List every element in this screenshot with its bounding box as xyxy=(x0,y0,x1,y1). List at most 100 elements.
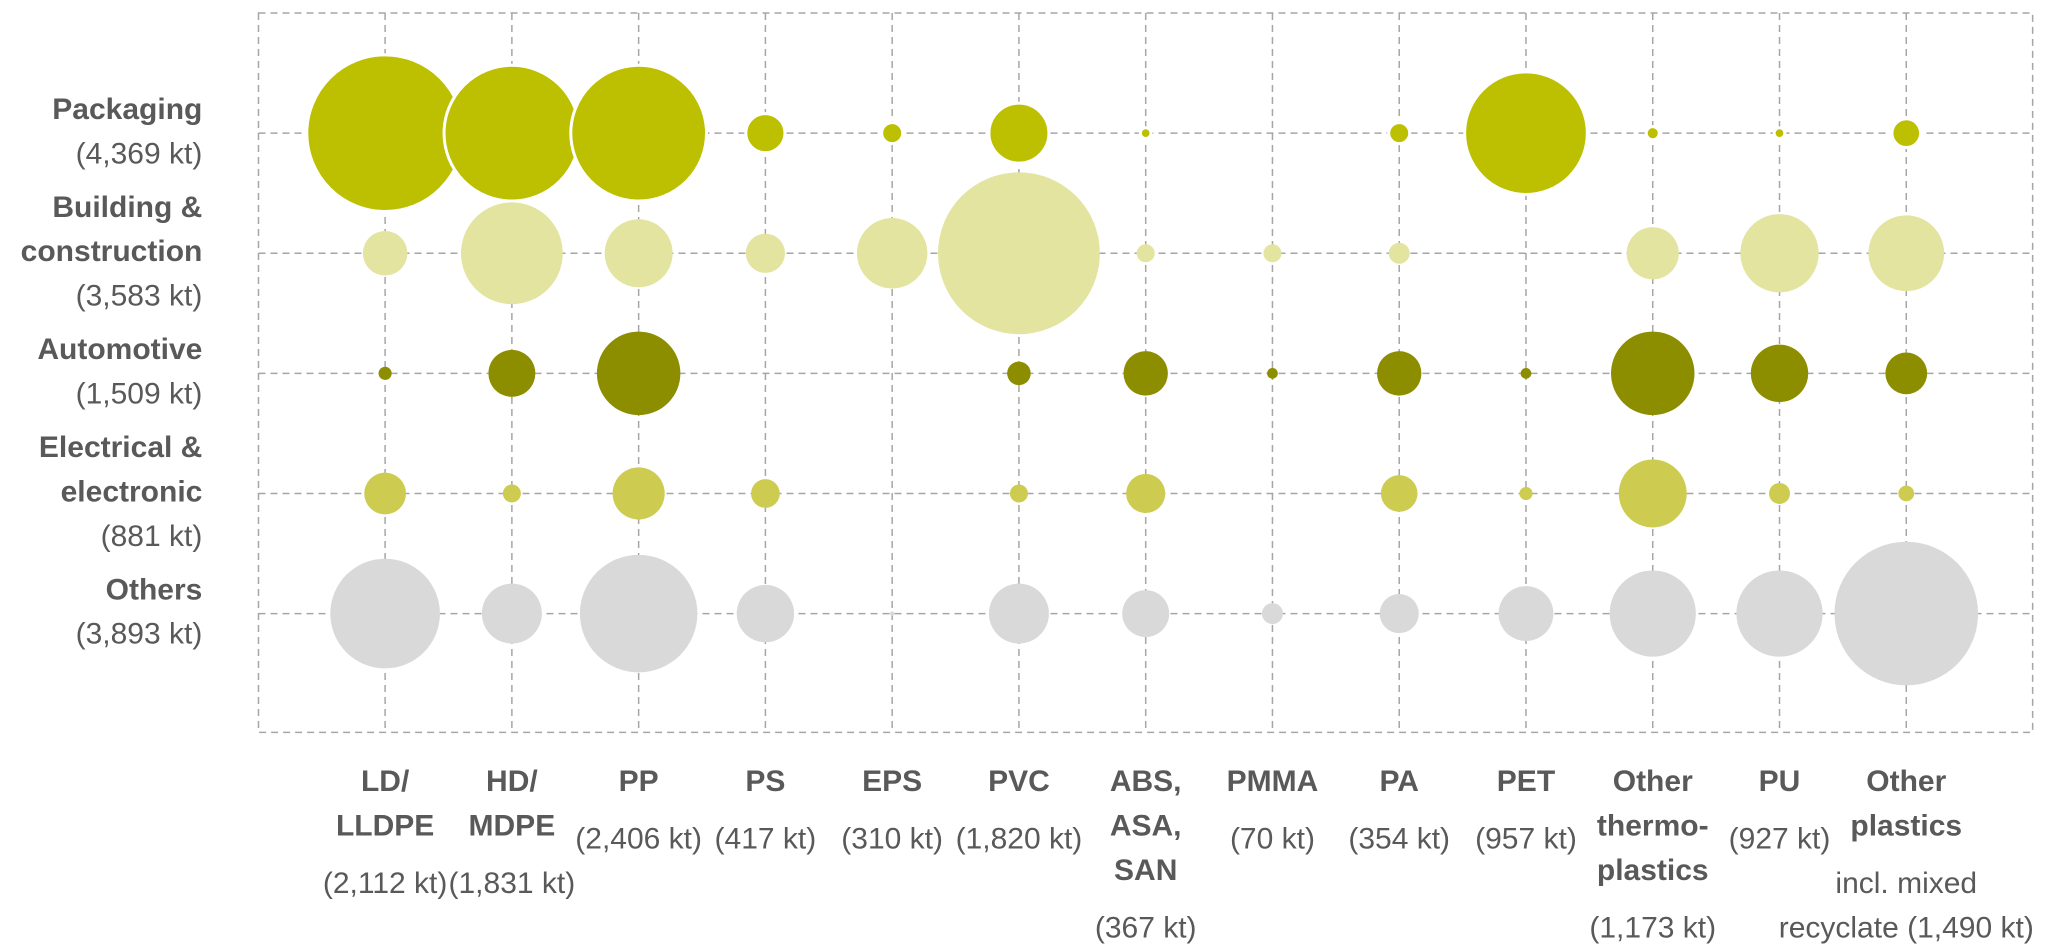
column-label: PET xyxy=(1497,765,1555,798)
bubble xyxy=(1519,486,1533,501)
row-label: Building & xyxy=(52,191,202,224)
column-label: ASA, xyxy=(1110,810,1182,843)
column-label: PS xyxy=(745,765,785,798)
bubble xyxy=(481,583,542,644)
bubble xyxy=(1610,331,1695,416)
bubble xyxy=(442,63,582,203)
column-note: (1,173 kt) xyxy=(1589,911,1716,944)
bubble xyxy=(1463,70,1589,197)
bubble xyxy=(744,112,787,155)
bubble xyxy=(1740,214,1819,293)
bubble xyxy=(1007,361,1031,386)
row-label: Electrical & xyxy=(39,431,202,464)
column-label: HD/ xyxy=(486,765,538,798)
column-label: Other xyxy=(1866,765,1946,798)
column-note: (70 kt) xyxy=(1230,823,1315,856)
column-label: PMMA xyxy=(1227,765,1319,798)
bubble xyxy=(988,583,1049,644)
bubble xyxy=(1520,368,1532,379)
bubble xyxy=(1898,485,1915,502)
bubble xyxy=(569,63,709,203)
bubble xyxy=(1618,459,1687,528)
bubble xyxy=(1009,484,1028,503)
bubble xyxy=(604,219,673,288)
column-label: thermo- xyxy=(1597,810,1709,843)
bubble xyxy=(889,611,895,616)
column-note: recyclate (1,490 kt) xyxy=(1779,911,2034,944)
bubble xyxy=(378,366,392,380)
bubble xyxy=(1387,121,1412,146)
bubble xyxy=(362,231,408,276)
bubble xyxy=(364,472,406,515)
bubble xyxy=(1380,475,1418,512)
bubble xyxy=(1261,603,1283,625)
bubble xyxy=(856,218,928,289)
column-note: (2,112 kt) xyxy=(323,867,448,900)
row-total: (3,583 kt) xyxy=(76,280,203,313)
bubble xyxy=(579,554,698,673)
column-label: ABS, xyxy=(1110,765,1182,798)
row-label: Automotive xyxy=(37,333,202,366)
column-note: incl. mixed xyxy=(1835,867,1977,900)
column-label: PU xyxy=(1759,765,1801,798)
column-note: (1,831 kt) xyxy=(449,867,576,900)
bubble xyxy=(460,202,563,305)
bubble xyxy=(1890,117,1923,150)
row-total: (4,369 kt) xyxy=(76,137,203,170)
column-label: plastics xyxy=(1597,854,1709,887)
bubble xyxy=(1122,590,1170,638)
row-label: construction xyxy=(21,235,203,268)
bubble xyxy=(1136,244,1155,263)
bubble xyxy=(1263,244,1282,263)
column-note: (2,406 kt) xyxy=(575,823,702,856)
bubble xyxy=(1609,570,1696,657)
bubble xyxy=(1644,125,1661,142)
bubble xyxy=(745,233,785,273)
row-total: (881 kt) xyxy=(101,520,203,553)
column-note: (417 kt) xyxy=(715,823,817,856)
bubble xyxy=(1498,586,1554,641)
column-label: PA xyxy=(1379,765,1418,798)
column-label: plastics xyxy=(1850,810,1962,843)
bubble xyxy=(330,558,440,669)
row-label: Packaging xyxy=(52,93,202,126)
bubble xyxy=(305,53,465,213)
column-note: (927 kt) xyxy=(1729,823,1831,856)
column-label: SAN xyxy=(1114,854,1177,887)
column-label: MDPE xyxy=(469,810,556,843)
column-label: Other xyxy=(1613,765,1693,798)
bubble xyxy=(1885,352,1928,395)
bubble xyxy=(1834,541,1979,686)
bubble xyxy=(880,121,905,146)
bubble xyxy=(1379,594,1419,634)
row-total: (1,509 kt) xyxy=(76,377,203,410)
column-label: EPS xyxy=(862,765,922,798)
column-note: (957 kt) xyxy=(1475,823,1577,856)
bubble xyxy=(1736,570,1823,657)
bubble xyxy=(612,467,665,520)
bubble xyxy=(736,584,795,643)
bubble xyxy=(502,484,521,503)
column-note: (1,820 kt) xyxy=(956,823,1083,856)
bubble xyxy=(596,331,681,416)
bubble xyxy=(987,101,1051,165)
column-label: PP xyxy=(619,765,659,798)
bubble xyxy=(1772,126,1787,141)
row-label: Others xyxy=(106,573,203,606)
column-note: (310 kt) xyxy=(841,823,943,856)
column-label: PVC xyxy=(988,765,1050,798)
row-label: electronic xyxy=(61,475,203,508)
row-total: (3,893 kt) xyxy=(76,618,203,651)
column-label: LD/ xyxy=(361,765,410,798)
bubble xyxy=(488,349,536,397)
bubble xyxy=(1868,215,1945,292)
bubble xyxy=(1377,351,1422,396)
column-label: LLDPE xyxy=(336,810,434,843)
bubble xyxy=(1769,482,1790,504)
column-note: (354 kt) xyxy=(1348,823,1450,856)
bubble xyxy=(1138,126,1153,141)
bubble xyxy=(1123,351,1168,396)
bubble xyxy=(1388,242,1410,264)
